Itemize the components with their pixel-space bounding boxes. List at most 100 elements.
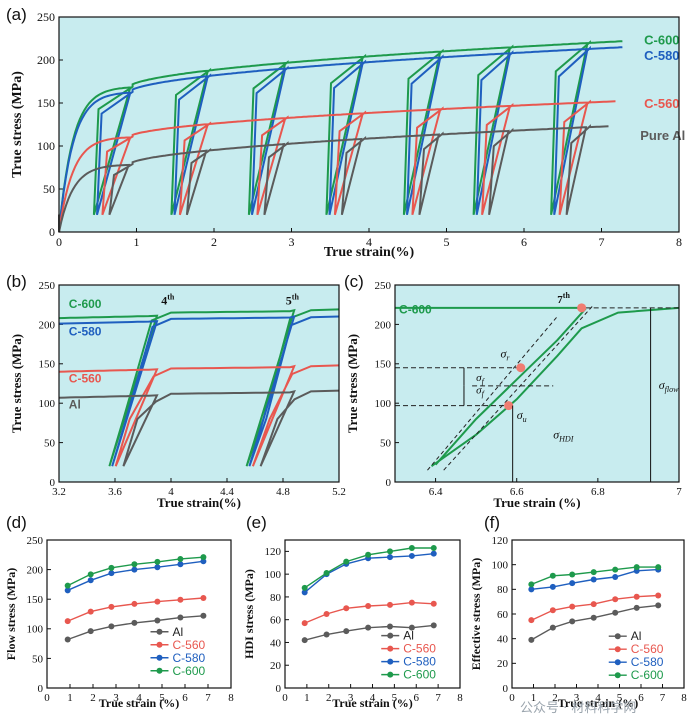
data-point-c600 xyxy=(131,561,138,568)
legend-label-c560: C-560 xyxy=(69,372,102,386)
data-point-c560 xyxy=(633,593,640,600)
data-point-al xyxy=(131,619,138,626)
panel-b-zoom-chart: 3.2 3.6 4 4.4 4.8 5.2 0 50 100 150 200 250 True stra… xyxy=(6,272,346,510)
data-point-c600 xyxy=(301,584,308,591)
y-tick-label: 200 xyxy=(375,319,392,331)
plot-border xyxy=(394,284,680,483)
legend-label-al: Al xyxy=(173,625,184,639)
data-point-c580 xyxy=(569,580,576,587)
y-axis-title: HDI stress (MPa) xyxy=(242,569,256,659)
series-line-c580 xyxy=(58,45,623,233)
x-axis-title: True strain (%) xyxy=(99,696,179,710)
data-point-c560 xyxy=(408,599,415,606)
y-axis-title: Effective stress (MPa) xyxy=(469,558,483,670)
y-tick-label: 0 xyxy=(386,477,392,489)
y-axis-title: True stress (MPa) xyxy=(9,334,24,433)
data-point-c560 xyxy=(569,603,576,610)
x-axis-title: True strain (%) xyxy=(558,696,638,710)
legend-label-c580: C-580 xyxy=(631,655,664,669)
x-tick-label: 2 xyxy=(90,692,96,704)
sigma-u-label: σu xyxy=(517,408,527,424)
reload-line xyxy=(430,306,680,468)
data-point-c600 xyxy=(408,544,415,551)
data-point-c560 xyxy=(528,617,535,624)
data-point-c560 xyxy=(87,608,94,615)
data-point-c580 xyxy=(387,554,393,561)
data-point-c600 xyxy=(612,566,619,573)
panel-label: (d) xyxy=(6,513,27,532)
y-tick-label: 50 xyxy=(43,182,55,196)
x-tick-label: 6 xyxy=(182,692,188,704)
data-point-al xyxy=(430,622,437,629)
panel-d-flow-stress-chart: 0 1 2 3 4 5 6 7 8 0 50 100 150 200 250 True strain (%) F… xyxy=(4,513,234,710)
data-point-c600 xyxy=(64,582,71,589)
series-line-al xyxy=(58,389,340,467)
data-point-c580 xyxy=(430,550,437,557)
y-axis-title: True stress (MPa) xyxy=(345,334,360,433)
sigma-f-label-upper-symbol: σ xyxy=(476,372,482,384)
data-point-c600 xyxy=(323,570,330,577)
data-point-c560 xyxy=(549,607,556,614)
x-tick-label: 3 xyxy=(113,692,119,704)
data-point-al xyxy=(177,614,184,621)
x-tick-label: 3 xyxy=(289,235,295,249)
panel-label: (b) xyxy=(6,272,27,291)
x-tick-label: 0 xyxy=(56,235,62,249)
y-tick-label: 80 xyxy=(497,584,509,596)
data-point-c560 xyxy=(365,603,372,610)
sigma-flow-label-subscript: flow xyxy=(665,385,679,394)
data-point-c600 xyxy=(569,571,576,578)
data-point-c580 xyxy=(177,561,184,568)
sigma-hdi-label-symbol: σ xyxy=(553,428,560,442)
data-point-c580 xyxy=(87,577,94,584)
y-tick-label: 200 xyxy=(37,53,55,67)
x-tick-label: 8 xyxy=(228,692,234,704)
legend-label-al: Al xyxy=(631,629,642,643)
x-tick-label: 5 xyxy=(617,692,623,704)
sigma-r-marker xyxy=(516,363,526,373)
legend-label-c600: C-600 xyxy=(631,668,664,682)
x-tick-label: 4 xyxy=(595,692,601,704)
sigma-r-label: σr xyxy=(500,346,510,362)
y-tick-label: 50 xyxy=(380,437,392,449)
x-tick-label: 7 xyxy=(205,692,211,704)
ordinal-suffix: th xyxy=(167,293,175,302)
x-axis-title: True strain(%) xyxy=(157,495,241,510)
legend-label-c600: C-600 xyxy=(403,668,436,682)
sigma-f-label-upper-subscript: f xyxy=(482,377,486,386)
legend-label-c580: C-580 xyxy=(173,651,206,665)
data-point-c560 xyxy=(301,620,308,627)
sigma-u-marker xyxy=(504,401,514,411)
x-tick-label: 7 xyxy=(676,486,682,498)
x-tick-label: 4.8 xyxy=(276,486,290,498)
series-line-c580 xyxy=(58,315,340,467)
x-tick-label: 3.6 xyxy=(108,486,122,498)
plot-border xyxy=(284,539,461,689)
y-tick-label: 150 xyxy=(27,594,44,606)
plot-area xyxy=(285,540,460,688)
x-tick-label: 7 xyxy=(660,692,666,704)
data-point-c580 xyxy=(549,583,556,590)
data-point-c600 xyxy=(387,548,393,555)
x-tick-label: 5 xyxy=(159,692,165,704)
legend-label-al: Pure Al xyxy=(640,128,685,143)
y-tick-label: 100 xyxy=(39,398,56,410)
plot-border xyxy=(58,284,340,483)
data-point-c560 xyxy=(323,611,330,617)
legend-marker-c600 xyxy=(156,667,163,674)
panel-label: (e) xyxy=(246,513,267,532)
data-point-c600 xyxy=(633,564,640,571)
data-point-c580 xyxy=(408,552,415,559)
legend-marker-c560 xyxy=(387,645,394,652)
y-tick-label: 250 xyxy=(375,280,392,292)
data-point-c580 xyxy=(154,564,161,571)
data-point-al xyxy=(108,623,115,630)
y-tick-label: 100 xyxy=(265,569,282,581)
data-point-c580 xyxy=(612,574,619,580)
plot-border xyxy=(58,16,680,233)
legend-label-c560: C-560 xyxy=(644,96,679,111)
x-tick-label: 1 xyxy=(531,692,537,704)
data-point-al xyxy=(655,602,662,609)
data-point-al xyxy=(64,636,71,643)
